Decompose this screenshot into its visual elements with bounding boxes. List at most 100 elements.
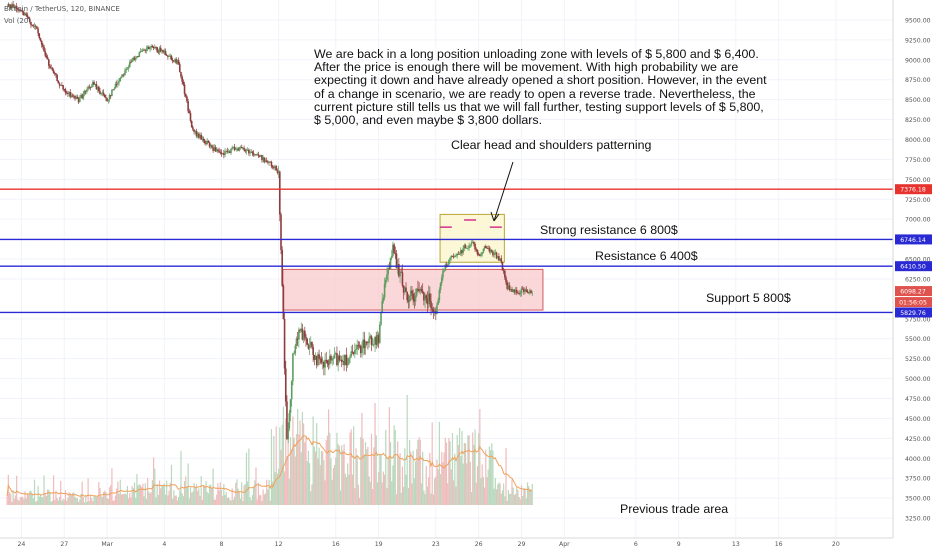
volume-bar bbox=[33, 479, 36, 505]
candle-body bbox=[465, 247, 468, 249]
volume-bar bbox=[505, 447, 507, 505]
volume-bar bbox=[410, 451, 412, 505]
volume-bar bbox=[295, 434, 298, 505]
candle-body bbox=[93, 81, 95, 85]
volume-bar bbox=[389, 441, 392, 505]
volume-bar bbox=[80, 493, 82, 505]
candle-body bbox=[249, 152, 251, 154]
time-axis[interactable]: 24 27 Mar 4 8 12 16 19 23 26 29 Apr 6 9 13 16 20 bbox=[17, 541, 839, 548]
candle-body bbox=[412, 293, 414, 300]
volume-label: Vol (20) bbox=[4, 17, 32, 25]
candle-body bbox=[449, 257, 451, 261]
candle-body bbox=[430, 301, 432, 309]
horizontal-levels bbox=[0, 188, 893, 314]
volume-bar bbox=[75, 498, 77, 505]
candle-body bbox=[499, 258, 501, 261]
volume-bar bbox=[385, 429, 387, 505]
volume-bar bbox=[305, 437, 307, 505]
y-tick-label: 3750.00 bbox=[905, 476, 931, 483]
candle-body bbox=[130, 61, 132, 63]
candle-body bbox=[177, 60, 180, 65]
candle-body bbox=[364, 342, 367, 349]
price-axis[interactable]: 9500.00 9250.00 9000.00 8750.00 8500.00 8250.… bbox=[905, 17, 931, 522]
volume-bar bbox=[245, 452, 248, 505]
candle-body bbox=[219, 152, 222, 154]
candle-body bbox=[302, 330, 305, 340]
volume-bar bbox=[224, 495, 226, 505]
volume-bar bbox=[122, 494, 124, 505]
volume-bar bbox=[428, 477, 430, 505]
candle-body bbox=[246, 149, 249, 151]
candle-body bbox=[98, 86, 100, 92]
candle-body bbox=[312, 347, 314, 355]
volume-bar bbox=[131, 485, 133, 505]
volume-bar bbox=[207, 493, 209, 505]
y-tick-label: 4250.00 bbox=[905, 436, 931, 443]
candle-body bbox=[324, 359, 326, 368]
volume-bar bbox=[479, 409, 481, 505]
candle-body bbox=[314, 356, 317, 360]
volume-bar bbox=[514, 493, 517, 505]
volume-bar bbox=[188, 498, 190, 505]
volume-bar bbox=[362, 438, 364, 505]
volume-bar bbox=[62, 498, 64, 505]
volume-bar bbox=[37, 485, 39, 505]
volume-bar bbox=[518, 496, 520, 505]
volume-bar bbox=[351, 474, 354, 505]
candle-body bbox=[373, 344, 375, 345]
candle-body bbox=[109, 94, 112, 97]
candle-body bbox=[174, 59, 176, 62]
volume-bar bbox=[429, 452, 431, 505]
volume-bar bbox=[43, 475, 45, 505]
candle-body bbox=[114, 83, 117, 89]
candle-body bbox=[128, 61, 131, 67]
volume-bar bbox=[42, 496, 44, 505]
volume-bar bbox=[76, 498, 78, 505]
candle-body bbox=[306, 338, 308, 345]
candle-body bbox=[509, 289, 512, 290]
volume-bar bbox=[217, 483, 219, 505]
volume-bar bbox=[391, 481, 393, 505]
candle-body bbox=[462, 248, 464, 253]
candle-body bbox=[262, 157, 264, 160]
candle-body bbox=[332, 358, 335, 360]
candle-body bbox=[32, 25, 35, 27]
volume-bar bbox=[455, 486, 457, 505]
candle-body bbox=[111, 89, 113, 97]
candle-body bbox=[520, 288, 523, 294]
volume-bar bbox=[164, 494, 167, 505]
y-tick-label: 5000.00 bbox=[905, 376, 931, 383]
candle-body bbox=[148, 46, 150, 50]
volume-bar bbox=[472, 432, 474, 505]
candle-body bbox=[112, 89, 114, 91]
candle-body bbox=[9, 4, 12, 9]
candle-body bbox=[117, 82, 119, 85]
candle-body bbox=[38, 33, 41, 39]
candle-body bbox=[468, 245, 470, 248]
candle-body bbox=[321, 362, 324, 363]
volume-bar bbox=[233, 496, 236, 505]
candle-body bbox=[368, 338, 370, 343]
candle-body bbox=[65, 92, 68, 94]
volume-bar bbox=[432, 494, 435, 505]
candle-body bbox=[377, 335, 380, 343]
candle-body bbox=[326, 360, 329, 364]
volume-bar bbox=[393, 425, 395, 505]
volume-bar bbox=[104, 490, 106, 505]
candle-body bbox=[350, 351, 353, 357]
x-tick-label: 6 bbox=[634, 541, 638, 548]
volume-bar bbox=[367, 446, 369, 505]
volume-bar bbox=[439, 474, 442, 505]
candle-body bbox=[156, 47, 158, 52]
volume-bar bbox=[497, 484, 499, 505]
candle-body bbox=[149, 47, 151, 50]
candle-body bbox=[45, 55, 48, 58]
candle-body bbox=[92, 81, 94, 87]
volume-bar bbox=[466, 463, 468, 505]
volume-bar bbox=[237, 488, 239, 505]
volume-bar bbox=[308, 463, 311, 505]
candle-body bbox=[106, 98, 108, 102]
volume-bar bbox=[426, 486, 429, 505]
volume-bar bbox=[189, 487, 192, 505]
